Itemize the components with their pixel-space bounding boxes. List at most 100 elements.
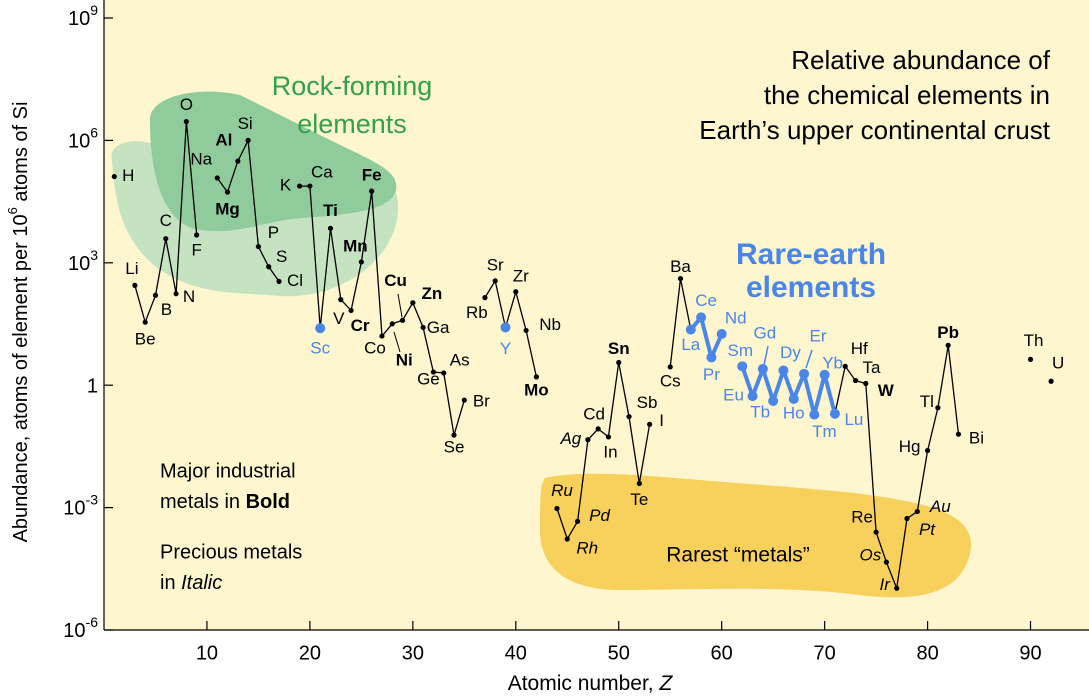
line xyxy=(556,362,651,541)
y-tick-label-exponent: -3 xyxy=(86,491,99,507)
element-label: Cd xyxy=(583,404,605,423)
element-label: Hf xyxy=(851,339,868,358)
data-point xyxy=(430,369,437,375)
y-tick-label-exponent: 3 xyxy=(90,247,98,263)
element-label: Se xyxy=(444,438,465,457)
y-tick-label: 1 xyxy=(87,375,98,397)
element-label: C xyxy=(160,211,172,230)
data-point xyxy=(716,328,727,339)
x-tick-label: 20 xyxy=(299,642,321,664)
data-point xyxy=(883,559,890,565)
element-label: Dy xyxy=(780,343,801,362)
element-label: Au xyxy=(929,497,951,516)
element-label: Nd xyxy=(725,308,747,327)
data-point xyxy=(327,225,334,231)
element-label: P xyxy=(268,223,279,242)
data-point xyxy=(585,437,591,443)
element-label: In xyxy=(603,442,617,461)
element-label: K xyxy=(280,176,292,195)
annotation: Rarest “metals” xyxy=(666,544,810,567)
element-label: S xyxy=(276,247,287,266)
data-point xyxy=(276,278,282,285)
x-tick-label: 40 xyxy=(505,642,527,664)
element-label: Re xyxy=(851,508,873,527)
data-point xyxy=(667,364,673,370)
title-line: Earth’s upper continental crust xyxy=(699,115,1050,145)
element-label: Pb xyxy=(937,323,959,342)
y-tick-label: 106 xyxy=(68,124,98,153)
data-point xyxy=(616,359,622,366)
data-point xyxy=(224,189,231,195)
element-label: Sb xyxy=(637,393,658,412)
element-label: Gd xyxy=(754,323,777,342)
data-point xyxy=(410,300,416,306)
element-label: Rh xyxy=(576,538,598,557)
data-point xyxy=(369,188,375,194)
element-label: Cs xyxy=(660,371,681,390)
y-axis-title-part: atoms of Si xyxy=(10,102,32,208)
element-label: Er xyxy=(810,326,827,345)
label-leader xyxy=(397,293,403,318)
data-point xyxy=(677,275,684,282)
data-point xyxy=(778,365,789,376)
x-tick-label: 10 xyxy=(196,642,218,664)
label-leader xyxy=(393,331,401,353)
data-point xyxy=(829,408,840,419)
data-point xyxy=(255,243,262,250)
element-label: Ce xyxy=(695,291,717,310)
annotation: Major industrial xyxy=(160,460,296,482)
element-label: Mn xyxy=(343,236,368,255)
element-label: Pr xyxy=(703,365,720,384)
x-axis-title-part: Z xyxy=(658,672,673,695)
element-label: Te xyxy=(630,490,648,509)
data-point xyxy=(142,319,148,325)
element-label: Mo xyxy=(524,380,549,399)
data-point xyxy=(737,361,748,372)
element-label: Sc xyxy=(310,339,330,358)
element-label: Cl xyxy=(287,271,303,290)
data-point xyxy=(626,413,632,420)
data-point xyxy=(554,505,560,512)
element-label: Be xyxy=(135,330,156,349)
data-point xyxy=(819,369,830,380)
element-label: Zr xyxy=(513,266,529,285)
data-point xyxy=(523,327,529,334)
data-point xyxy=(348,307,354,314)
y-tick-label-base: 10 xyxy=(68,131,90,153)
data-point xyxy=(358,259,364,265)
y-axis-title: Abundance, atoms of element per 106 atom… xyxy=(5,102,32,543)
data-point xyxy=(266,264,272,270)
data-point xyxy=(852,377,859,384)
element-label: Ru xyxy=(551,481,573,500)
element-label: V xyxy=(333,309,345,328)
element-label: Ta xyxy=(863,358,882,377)
element-label: Nb xyxy=(539,315,561,334)
y-tick-label: 10-3 xyxy=(63,491,98,520)
y-tick-label-exponent: 6 xyxy=(90,124,98,140)
data-point xyxy=(904,515,910,522)
data-point xyxy=(873,529,879,535)
data-point xyxy=(132,282,138,288)
data-point xyxy=(194,232,200,238)
data-point xyxy=(461,397,467,403)
data-point xyxy=(482,295,488,301)
data-point xyxy=(441,370,447,376)
element-label: Sr xyxy=(487,255,504,274)
element-label: O xyxy=(180,95,193,114)
element-label: Hg xyxy=(899,437,921,456)
element-label: B xyxy=(161,300,172,319)
element-label: Lu xyxy=(844,410,863,429)
element-label: Br xyxy=(473,392,490,411)
y-axis-title-part: 6 xyxy=(5,207,20,214)
y-tick-label-exponent: 9 xyxy=(90,2,98,18)
data-point xyxy=(636,480,642,487)
data-point xyxy=(706,352,717,363)
data-point xyxy=(297,183,303,189)
data-point xyxy=(1027,356,1034,362)
data-point xyxy=(163,236,169,242)
data-point xyxy=(605,434,612,440)
data-point xyxy=(399,317,406,323)
element-label: Sm xyxy=(728,341,754,360)
y-tick-label-base: 10 xyxy=(68,8,90,30)
element-label: Tl xyxy=(920,392,934,411)
